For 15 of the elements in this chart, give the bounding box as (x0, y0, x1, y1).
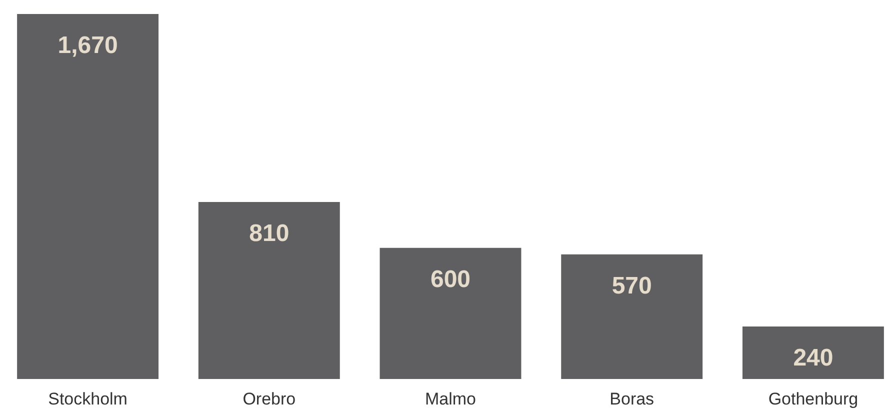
data-label: 1,670 (58, 32, 118, 59)
data-label: 810 (249, 220, 290, 247)
x-tick-label: Gothenburg (768, 390, 858, 408)
data-label: 570 (612, 272, 652, 300)
x-tick-label: Stockholm (48, 390, 128, 408)
data-label: 240 (793, 344, 834, 372)
bar (561, 254, 703, 379)
data-label: 600 (430, 266, 471, 293)
bar (742, 326, 884, 379)
x-tick-label: Orebro (242, 390, 296, 408)
x-tick-label: Malmo (424, 390, 476, 408)
bar (17, 14, 159, 379)
bar (380, 248, 522, 379)
bar (198, 202, 340, 379)
x-tick-label: Boras (610, 390, 654, 408)
